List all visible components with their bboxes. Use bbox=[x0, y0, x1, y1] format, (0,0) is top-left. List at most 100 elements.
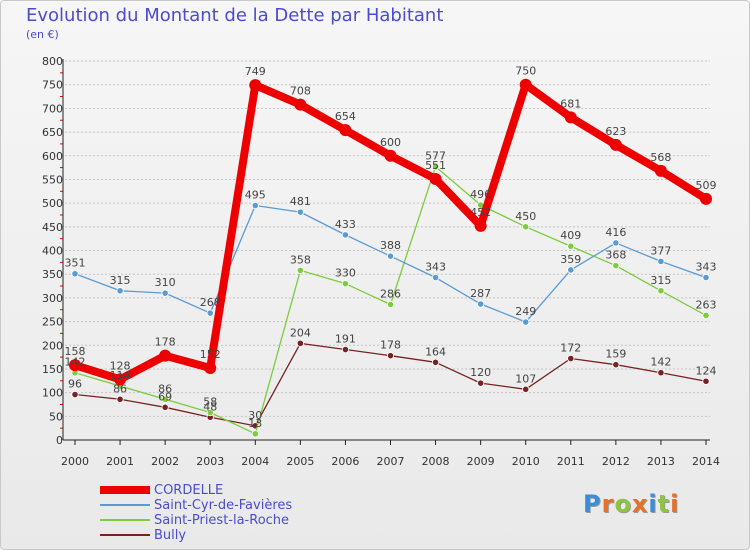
x-tick-label-2002: 2002 bbox=[151, 455, 179, 468]
data-label-saint-priest-la-roche-2001: 114 bbox=[110, 369, 131, 382]
x-tick-label-2009: 2009 bbox=[467, 455, 495, 468]
data-label-bully-2011: 172 bbox=[560, 342, 581, 355]
x-tick-label-2007: 2007 bbox=[377, 455, 405, 468]
x-tick-label-2001: 2001 bbox=[106, 455, 134, 468]
point-saint-cyr-de-favieres-2007 bbox=[386, 252, 395, 260]
point-bully-2006 bbox=[341, 345, 350, 354]
point-saint-cyr-de-favieres-2014 bbox=[702, 273, 710, 282]
point-saint-cyr-de-favieres-2010 bbox=[522, 318, 530, 326]
y-tick-label-300: 300 bbox=[42, 292, 63, 305]
point-cordelle-2001 bbox=[114, 373, 127, 386]
legend: CORDELLE Saint-Cyr-de-Favières Saint-Pri… bbox=[100, 483, 420, 543]
point-bully-2000 bbox=[71, 390, 79, 399]
data-label-bully-2006: 191 bbox=[335, 333, 356, 346]
data-label-saint-cyr-de-favieres-2013: 377 bbox=[650, 244, 671, 257]
point-cordelle-2011 bbox=[564, 111, 577, 124]
data-label-bully-2012: 159 bbox=[605, 348, 626, 361]
data-label-saint-cyr-de-favieres-2011: 359 bbox=[560, 253, 581, 266]
point-bully-2001 bbox=[116, 395, 124, 403]
data-label-saint-priest-la-roche-2012: 368 bbox=[605, 249, 626, 262]
y-tick-label-400: 400 bbox=[42, 245, 63, 258]
legend-swatch-saint-priest bbox=[100, 519, 150, 521]
data-label-cordelle-2014: 509 bbox=[696, 179, 717, 192]
data-label-cordelle-2009: 452 bbox=[470, 206, 491, 219]
data-label-cordelle-2004: 749 bbox=[245, 65, 266, 78]
point-saint-priest-la-roche-2005 bbox=[296, 266, 304, 274]
legend-swatch-saint-cyr bbox=[100, 504, 150, 506]
data-label-bully-2010: 107 bbox=[515, 372, 536, 385]
proxiti-logo: Proxiti bbox=[583, 490, 679, 518]
data-label-saint-cyr-de-favieres-2002: 310 bbox=[155, 276, 176, 289]
y-tick-label-350: 350 bbox=[42, 268, 63, 281]
legend-swatch-cordelle bbox=[100, 486, 150, 494]
x-tick-label-2006: 2006 bbox=[331, 455, 359, 468]
x-tick-label-2000: 2000 bbox=[61, 455, 89, 468]
y-tick-label-700: 700 bbox=[42, 102, 63, 115]
data-label-cordelle-2007: 600 bbox=[380, 136, 401, 149]
data-label-cordelle-2003: 152 bbox=[200, 348, 221, 361]
data-label-saint-cyr-de-favieres-2006: 433 bbox=[335, 218, 356, 231]
axes: 0 50 100 150 200 250 300 350 400 450 500 550 600 650 7… bbox=[42, 55, 720, 468]
y-tick-label-500: 500 bbox=[42, 197, 63, 210]
legend-item-saint-cyr: Saint-Cyr-de-Favières bbox=[100, 498, 420, 513]
point-cordelle-2000 bbox=[69, 359, 81, 372]
y-tick-label-0: 0 bbox=[56, 434, 63, 447]
data-label-cordelle-2010: 750 bbox=[515, 65, 536, 78]
grid bbox=[65, 60, 710, 441]
point-bully-2002 bbox=[161, 403, 169, 411]
point-bully-2005 bbox=[296, 339, 304, 347]
legend-label-saint-priest: Saint-Priest-la-Roche bbox=[154, 513, 290, 528]
point-cordelle-2014 bbox=[700, 192, 712, 205]
y-tick-label-550: 550 bbox=[42, 173, 63, 186]
data-label-saint-cyr-de-favieres-2007: 388 bbox=[380, 239, 401, 252]
data-label-saint-cyr-de-favieres-2000: 351 bbox=[65, 257, 86, 270]
legend-item-saint-priest: Saint-Priest-la-Roche bbox=[100, 513, 420, 528]
data-label-bully-2000: 96 bbox=[68, 378, 82, 391]
x-tick-label-2012: 2012 bbox=[602, 455, 630, 468]
y-tick-label-800: 800 bbox=[42, 55, 63, 68]
data-label-bully-2007: 178 bbox=[380, 339, 401, 352]
data-label-cordelle-2006: 654 bbox=[335, 110, 356, 123]
point-saint-cyr-de-favieres-2009 bbox=[477, 300, 485, 308]
logo-letter: r bbox=[601, 490, 615, 518]
point-cordelle-2008 bbox=[429, 172, 442, 185]
point-saint-priest-la-roche-2014 bbox=[702, 311, 710, 320]
point-saint-cyr-de-favieres-2006 bbox=[341, 231, 350, 239]
data-label-saint-cyr-de-favieres-2004: 495 bbox=[245, 188, 266, 201]
legend-label-cordelle: CORDELLE bbox=[154, 483, 224, 498]
point-cordelle-2006 bbox=[339, 124, 352, 137]
data-label-saint-priest-la-roche-2014: 263 bbox=[696, 298, 717, 311]
y-tick-label-250: 250 bbox=[42, 316, 63, 329]
data-label-saint-cyr-de-favieres-2009: 287 bbox=[470, 287, 491, 300]
x-tick-label-2011: 2011 bbox=[557, 455, 585, 468]
point-saint-cyr-de-favieres-2005 bbox=[296, 208, 304, 216]
point-saint-priest-la-roche-2013 bbox=[657, 287, 665, 295]
point-saint-cyr-de-favieres-2003 bbox=[206, 309, 214, 317]
data-label-cordelle-2002: 178 bbox=[155, 336, 176, 349]
data-label-cordelle-2013: 568 bbox=[650, 151, 671, 164]
data-label-saint-priest-la-roche-2000: 142 bbox=[65, 356, 86, 369]
y-tick-label-750: 750 bbox=[42, 79, 63, 92]
point-cordelle-2002 bbox=[159, 349, 172, 362]
point-saint-cyr-de-favieres-2002 bbox=[161, 289, 169, 297]
data-label-saint-priest-la-roche-2007: 286 bbox=[380, 288, 401, 301]
data-label-bully-2008: 164 bbox=[425, 345, 446, 358]
point-bully-2012 bbox=[612, 361, 620, 369]
logo-letter: i bbox=[648, 490, 658, 518]
point-bully-2014 bbox=[702, 377, 710, 385]
data-label-cordelle-2008: 551 bbox=[425, 159, 446, 172]
data-label-saint-priest-la-roche-2010: 450 bbox=[515, 210, 536, 223]
data-label-cordelle-2000: 158 bbox=[65, 345, 86, 358]
x-tick-label-2005: 2005 bbox=[286, 455, 314, 468]
data-label-bully-2009: 120 bbox=[470, 366, 491, 379]
x-tick-label-2014: 2014 bbox=[692, 455, 720, 468]
x-tick-label-2004: 2004 bbox=[241, 455, 269, 468]
point-saint-priest-la-roche-2006 bbox=[341, 280, 350, 288]
point-saint-priest-la-roche-2004 bbox=[251, 430, 259, 438]
point-saint-priest-la-roche-2003 bbox=[206, 408, 214, 417]
point-cordelle-2003 bbox=[204, 361, 217, 374]
data-label-saint-priest-la-roche-2005: 358 bbox=[290, 253, 311, 266]
data-label-bully-2013: 142 bbox=[650, 356, 671, 369]
